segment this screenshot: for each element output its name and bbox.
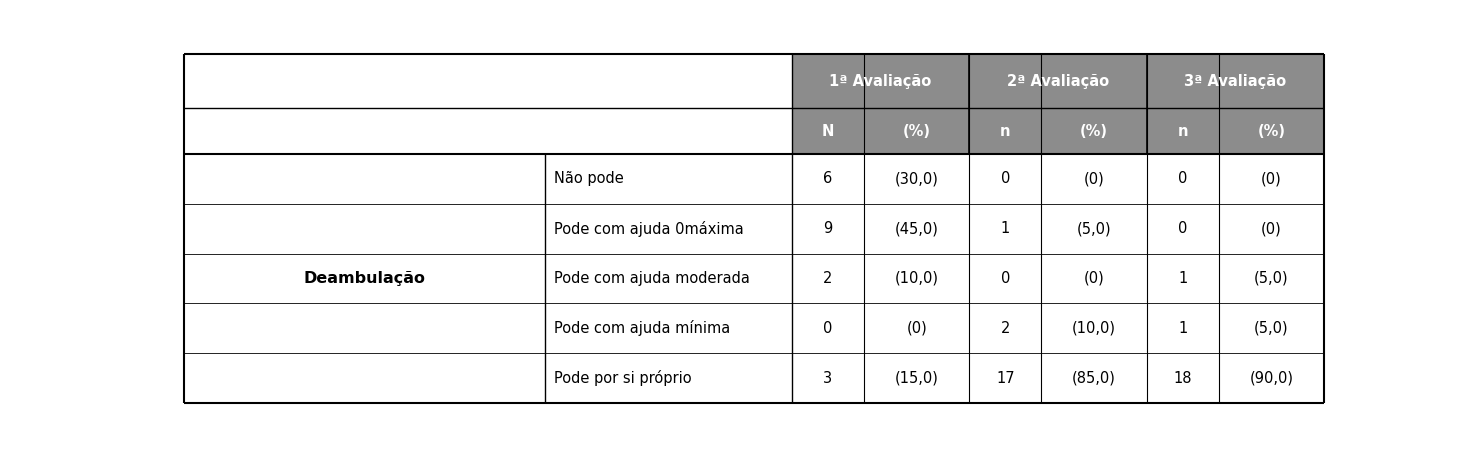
Bar [184,304,1324,353]
Bar [184,108,791,154]
Bar [863,108,969,154]
Bar [184,154,1324,204]
Text: 9: 9 [824,221,833,236]
Text: (%): (%) [1080,124,1108,139]
Text: N: N [822,124,834,139]
Text: Pode com ajuda moderada: Pode com ajuda moderada [555,271,750,286]
Bar [1041,108,1146,154]
Text: (%): (%) [1258,124,1286,139]
Text: 0: 0 [1000,171,1011,186]
Text: Não pode: Não pode [555,171,624,186]
Text: (%): (%) [903,124,931,139]
Text: n: n [1177,124,1189,139]
Bar [1146,108,1219,154]
Text: (10,0): (10,0) [894,271,938,286]
Text: 0: 0 [824,321,833,336]
Text: 0: 0 [1178,171,1187,186]
Text: (15,0): (15,0) [894,371,938,386]
Text: 0: 0 [1178,221,1187,236]
Bar [791,108,863,154]
Text: 1: 1 [1178,321,1187,336]
Text: n: n [1000,124,1011,139]
Bar [1146,54,1324,108]
Text: (90,0): (90,0) [1249,371,1293,386]
Text: 2ª Avaliação: 2ª Avaliação [1006,74,1109,89]
Text: 2: 2 [1000,321,1011,336]
Text: Deambulação: Deambulação [303,271,425,286]
Text: (0): (0) [1084,171,1105,186]
Text: (10,0): (10,0) [1072,321,1116,336]
Text: Pode com ajuda 0máxima: Pode com ajuda 0máxima [555,221,744,236]
Text: 6: 6 [824,171,833,186]
Text: (0): (0) [1261,171,1281,186]
Text: 18: 18 [1174,371,1192,386]
Text: (5,0): (5,0) [1253,271,1289,286]
Text: 1: 1 [1178,271,1187,286]
Text: 2: 2 [824,271,833,286]
Text: (5,0): (5,0) [1077,221,1111,236]
Bar [791,54,969,108]
Text: Pode por si próprio: Pode por si próprio [555,370,691,386]
Text: 0: 0 [1000,271,1011,286]
Bar [184,254,1324,304]
Text: 3: 3 [824,371,833,386]
Text: (85,0): (85,0) [1072,371,1116,386]
Text: (45,0): (45,0) [894,221,938,236]
Bar [969,54,1146,108]
Bar [184,204,1324,254]
Bar [1219,108,1324,154]
Text: (0): (0) [1084,271,1105,286]
Text: (0): (0) [906,321,927,336]
Text: 17: 17 [996,371,1015,386]
Text: Pode com ajuda mínima: Pode com ajuda mínima [555,320,730,336]
Bar [969,108,1041,154]
Text: 1: 1 [1000,221,1011,236]
Text: 3ª Avaliação: 3ª Avaliação [1184,74,1286,89]
Bar [184,54,791,108]
Text: 1ª Avaliação: 1ª Avaliação [830,74,931,89]
Text: (30,0): (30,0) [894,171,938,186]
Text: (0): (0) [1261,221,1281,236]
Bar [184,353,1324,403]
Text: (5,0): (5,0) [1253,321,1289,336]
